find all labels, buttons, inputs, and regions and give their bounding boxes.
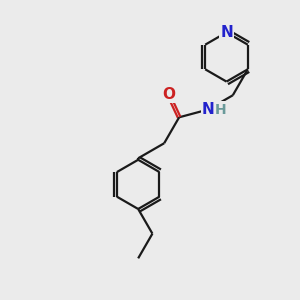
Text: H: H	[215, 103, 226, 116]
Text: N: N	[202, 102, 214, 117]
Text: O: O	[162, 87, 175, 102]
Text: N: N	[220, 25, 233, 40]
